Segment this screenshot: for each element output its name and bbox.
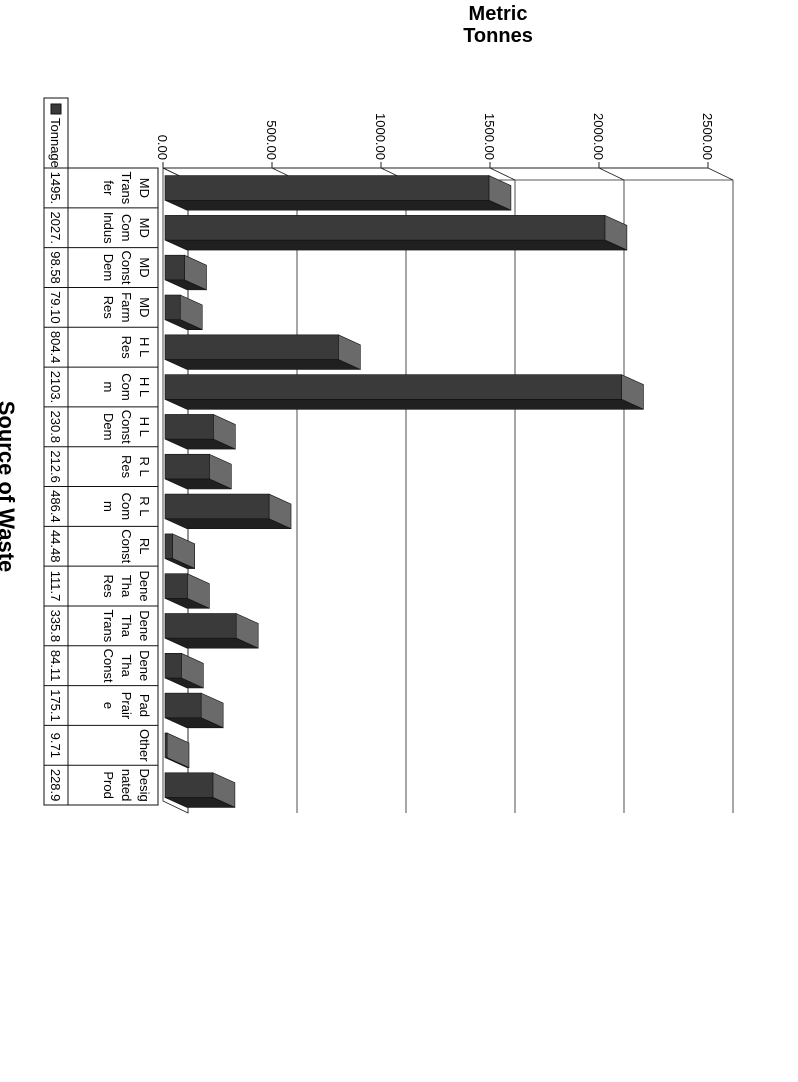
category-label: m: [101, 501, 116, 512]
bar-side: [165, 240, 627, 250]
category-label: Com: [119, 373, 134, 400]
category-label: Dene: [137, 610, 152, 641]
category-label: RL: [137, 538, 152, 555]
bar: [165, 534, 173, 559]
category-label: Trans: [119, 172, 134, 205]
legend-label: Tonnage: [48, 118, 63, 168]
category-label: Tha: [119, 615, 134, 638]
category-label: Const: [101, 649, 116, 683]
data-label: 111.7: [48, 571, 63, 602]
category-label: Res: [119, 336, 134, 360]
category-label: Pad: [137, 694, 152, 717]
category-label: Farm: [119, 292, 134, 322]
gridline-depth: [599, 168, 624, 180]
category-label: nated: [119, 769, 134, 802]
category-label: MD: [137, 257, 152, 277]
bar-side: [165, 200, 511, 210]
y-tick-label: 500.00: [264, 120, 279, 160]
bar: [165, 693, 201, 718]
category-label: Com: [119, 493, 134, 520]
category-label: Tha: [119, 654, 134, 677]
category-label: Desig: [137, 768, 152, 801]
category-label: MD: [137, 297, 152, 317]
gridline-depth: [708, 168, 733, 180]
data-label: 212.6: [48, 450, 63, 483]
bar: [165, 255, 184, 280]
category-label: Prair: [119, 692, 134, 720]
category-label: Const: [119, 410, 134, 444]
legend-swatch: [51, 104, 61, 114]
category-label: Res: [101, 296, 116, 320]
bar: [165, 773, 213, 798]
bar: [165, 295, 180, 320]
data-label: 79.10: [48, 291, 63, 324]
category-label: Res: [119, 455, 134, 479]
bar-side: [165, 399, 643, 409]
y-tick-label: 1000.00: [373, 113, 388, 160]
y-tick-label: 1500.00: [482, 113, 497, 160]
category-label: fer: [101, 180, 116, 196]
category-label: Indus: [101, 212, 116, 244]
data-label: 84.11: [48, 650, 63, 682]
category-label: Other: [137, 729, 152, 762]
category-label: Tha: [119, 575, 134, 598]
category-label: H L: [137, 377, 152, 397]
y-tick-label: 2000.00: [591, 113, 606, 160]
y-tick-label: 0.00: [155, 135, 170, 160]
data-label: 2027.: [48, 211, 63, 244]
bar: [165, 335, 338, 360]
data-label: 230.8: [48, 411, 63, 444]
data-label: 1495.: [48, 172, 63, 205]
data-label: 44.48: [48, 530, 63, 563]
x-axis-title: Source of Waste: [0, 401, 19, 573]
y-axis-title: Metric: [469, 3, 528, 25]
data-label: 2103.: [48, 371, 63, 404]
data-label: 175.1: [48, 689, 63, 722]
category-label: R L: [137, 496, 152, 516]
category-label: MD: [137, 218, 152, 238]
y-axis-title: Tonnes: [463, 25, 533, 47]
bar: [165, 574, 187, 599]
category-label: R L: [137, 456, 152, 476]
bar: [165, 494, 269, 519]
category-label: m: [101, 382, 116, 393]
data-label: 804.4: [48, 331, 63, 364]
bar: [165, 614, 236, 639]
data-label: 98.58: [48, 251, 63, 284]
bar: [165, 653, 181, 678]
data-label: 335.8: [48, 610, 63, 643]
category-label: Res: [101, 574, 116, 598]
category-label: Dem: [101, 254, 116, 281]
category-label: Prod: [101, 771, 116, 798]
bar-side: [165, 519, 291, 529]
data-label: 486.4: [48, 490, 63, 523]
y-tick-label: 2500.00: [700, 113, 715, 160]
category-label: Dene: [137, 650, 152, 681]
data-label: 9.71: [48, 733, 63, 758]
category-label: Com: [119, 214, 134, 241]
category-label: e: [101, 702, 116, 709]
category-label: Const: [119, 251, 134, 285]
category-label: Dem: [101, 413, 116, 440]
bar: [165, 215, 605, 240]
data-label: 228.9: [48, 769, 63, 802]
bar: [165, 454, 209, 479]
category-label: MD: [137, 178, 152, 198]
category-label: H L: [137, 417, 152, 437]
bar: [165, 733, 167, 758]
bar: [165, 414, 213, 439]
category-label: Trans: [101, 609, 116, 642]
category-label: Dene: [137, 570, 152, 601]
bar: [165, 176, 489, 201]
category-label: H L: [137, 337, 152, 357]
bar-side: [165, 359, 360, 369]
bar: [165, 375, 621, 400]
category-label: Const: [119, 529, 134, 563]
